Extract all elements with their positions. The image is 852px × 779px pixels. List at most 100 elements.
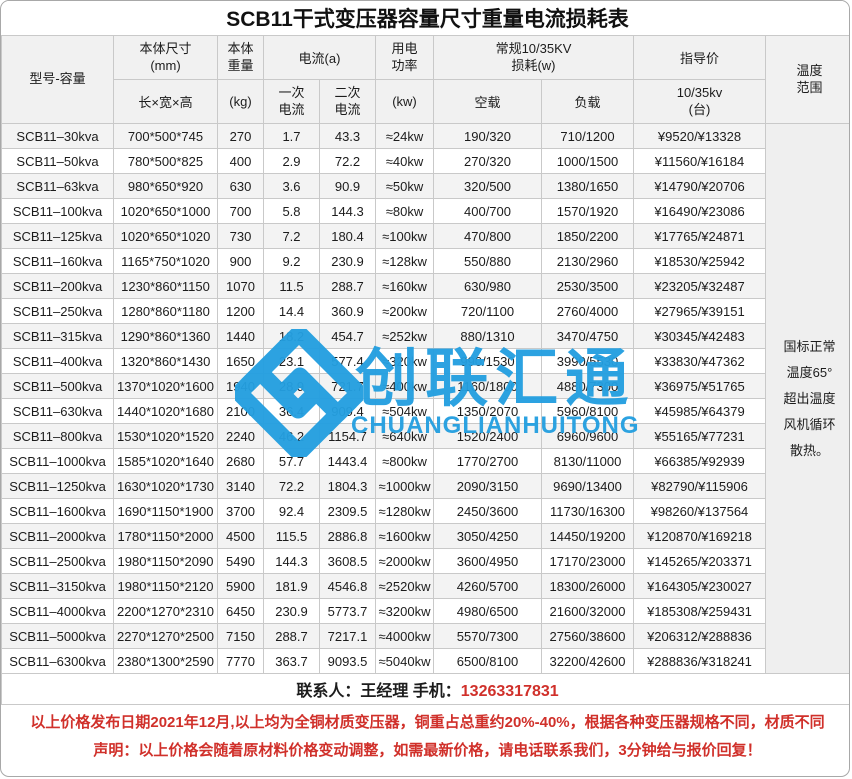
- col-header-size: 本体尺寸 (mm): [113, 35, 218, 80]
- load-loss-cell: 3470/4750: [541, 323, 634, 349]
- noload-loss-cell: 4980/6500: [433, 598, 542, 624]
- primary-current-cell: 181.9: [263, 573, 320, 599]
- primary-current-cell: 57.7: [263, 448, 320, 474]
- col-header-secondary-current: 二次 电流: [319, 79, 376, 124]
- primary-current-cell: 288.7: [263, 623, 320, 649]
- power-cell: ≈100kw: [375, 223, 434, 249]
- table-row: SCB11–1000kva 1585*1020*1640 2680 57.7 1443.…: [1, 448, 849, 474]
- load-loss-cell: 3990/5530: [541, 348, 634, 374]
- secondary-current-cell: 577.4: [319, 348, 376, 374]
- price-cell: ¥185308/¥259431: [633, 598, 766, 624]
- primary-current-cell: 363.7: [263, 648, 320, 674]
- power-cell: ≈1000kw: [375, 473, 434, 499]
- weight-cell: 730: [217, 223, 264, 249]
- noload-loss-cell: 1520/2400: [433, 423, 542, 449]
- table-row: SCB11–1600kva 1690*1150*1900 3700 92.4 2309.…: [1, 498, 849, 524]
- secondary-current-cell: 1443.4: [319, 448, 376, 474]
- load-loss-cell: 27560/38600: [541, 623, 634, 649]
- price-cell: ¥206312/¥288836: [633, 623, 766, 649]
- noload-loss-cell: 550/880: [433, 248, 542, 274]
- noload-loss-cell: 1350/2070: [433, 398, 542, 424]
- page-title: SCB11干式变压器容量尺寸重量电流损耗表: [1, 1, 849, 36]
- model-cell: SCB11–200kva: [1, 273, 114, 299]
- weight-cell: 1940: [217, 373, 264, 399]
- primary-current-cell: 115.5: [263, 523, 320, 549]
- col-header-temp-range: 温度 范围: [764, 35, 849, 124]
- power-cell: ≈3200kw: [375, 598, 434, 624]
- noload-loss-cell: 880/1310: [433, 323, 542, 349]
- load-loss-cell: 14450/19200: [541, 523, 634, 549]
- weight-cell: 3140: [217, 473, 264, 499]
- noload-loss-cell: 630/980: [433, 273, 542, 299]
- load-loss-cell: 4880/7300: [541, 373, 634, 399]
- notice-line-1: 以上价格发布日期2021年12月,以上均为全铜材质变压器，铜重占总重约20%-4…: [30, 714, 825, 731]
- noload-loss-cell: 6500/8100: [433, 648, 542, 674]
- power-cell: ≈400kw: [375, 373, 434, 399]
- weight-cell: 7150: [217, 623, 264, 649]
- contact-phone: 13263317831: [460, 683, 559, 700]
- table-row: SCB11–63kva 980*650*920 630 3.6 90.9 ≈50kw 320…: [1, 173, 849, 199]
- size-cell: 1440*1020*1680: [113, 398, 218, 424]
- noload-loss-cell: 190/320: [433, 123, 542, 149]
- load-loss-cell: 6960/9600: [541, 423, 634, 449]
- weight-cell: 7770: [217, 648, 264, 674]
- size-cell: 1320*860*1430: [113, 348, 218, 374]
- primary-current-cell: 92.4: [263, 498, 320, 524]
- noload-loss-cell: 270/320: [433, 148, 542, 174]
- model-cell: SCB11–1600kva: [1, 498, 114, 524]
- secondary-current-cell: 3608.5: [319, 548, 376, 574]
- power-cell: ≈640kw: [375, 423, 434, 449]
- noload-loss-cell: 5570/7300: [433, 623, 542, 649]
- weight-cell: 270: [217, 123, 264, 149]
- model-cell: SCB11–2500kva: [1, 548, 114, 574]
- price-cell: ¥18530/¥25942: [633, 248, 766, 274]
- power-cell: ≈504kw: [375, 398, 434, 424]
- table-row: SCB11–2500kva 1980*1150*2090 5490 144.3 3608…: [1, 548, 849, 574]
- size-cell: 780*500*825: [113, 148, 218, 174]
- size-cell: 1165*750*1020: [113, 248, 218, 274]
- weight-cell: 900: [217, 248, 264, 274]
- col-header-model: 型号-容量: [1, 35, 114, 124]
- model-cell: SCB11–315kva: [1, 323, 114, 349]
- table-body: SCB11–30kva 700*500*745 270 1.7 43.3 ≈24kw 190…: [1, 123, 849, 674]
- load-loss-cell: 710/1200: [541, 123, 634, 149]
- primary-current-cell: 1.7: [263, 123, 320, 149]
- contact-row: 联系人：王经理 手机：13263317831: [1, 673, 849, 705]
- price-cell: ¥11560/¥16184: [633, 148, 766, 174]
- table-row: SCB11–4000kva 2200*1270*2310 6450 230.9 5773…: [1, 598, 849, 624]
- model-cell: SCB11–500kva: [1, 373, 114, 399]
- load-loss-cell: 1000/1500: [541, 148, 634, 174]
- power-cell: ≈4000kw: [375, 623, 434, 649]
- price-cell: ¥33830/¥47362: [633, 348, 766, 374]
- col-header-power: 用电 功率: [375, 35, 434, 80]
- model-cell: SCB11–160kva: [1, 248, 114, 274]
- table-row: SCB11–250kva 1280*860*1180 1200 14.4 360.9 ≈2…: [1, 298, 849, 324]
- price-cell: ¥23205/¥32487: [633, 273, 766, 299]
- load-loss-cell: 18300/26000: [541, 573, 634, 599]
- size-cell: 1980*1150*2120: [113, 573, 218, 599]
- price-cell: ¥16490/¥23086: [633, 198, 766, 224]
- weight-cell: 1650: [217, 348, 264, 374]
- col-header-price: 指导价: [633, 35, 766, 80]
- weight-cell: 630: [217, 173, 264, 199]
- size-cell: 2380*1300*2590: [113, 648, 218, 674]
- primary-current-cell: 23.1: [263, 348, 320, 374]
- price-cell: ¥66385/¥92939: [633, 448, 766, 474]
- weight-cell: 700: [217, 198, 264, 224]
- table-row: SCB11–500kva 1370*1020*1600 1940 28.9 721.7 ≈…: [1, 373, 849, 399]
- primary-current-cell: 18.2: [263, 323, 320, 349]
- model-cell: SCB11–630kva: [1, 398, 114, 424]
- weight-cell: 5490: [217, 548, 264, 574]
- table-row: SCB11–5000kva 2270*1270*2500 7150 288.7 7217…: [1, 623, 849, 649]
- primary-current-cell: 36.4: [263, 398, 320, 424]
- model-cell: SCB11–2000kva: [1, 523, 114, 549]
- table-row: SCB11–1250kva 1630*1020*1730 3140 72.2 1804.…: [1, 473, 849, 499]
- table-row: SCB11–6300kva 2380*1300*2590 7770 363.7 9093…: [1, 648, 849, 674]
- power-cell: ≈252kw: [375, 323, 434, 349]
- weight-cell: 1200: [217, 298, 264, 324]
- power-cell: ≈2000kw: [375, 548, 434, 574]
- secondary-current-cell: 360.9: [319, 298, 376, 324]
- noload-loss-cell: 2450/3600: [433, 498, 542, 524]
- col-header-current: 电流(a): [263, 35, 376, 80]
- model-cell: SCB11–800kva: [1, 423, 114, 449]
